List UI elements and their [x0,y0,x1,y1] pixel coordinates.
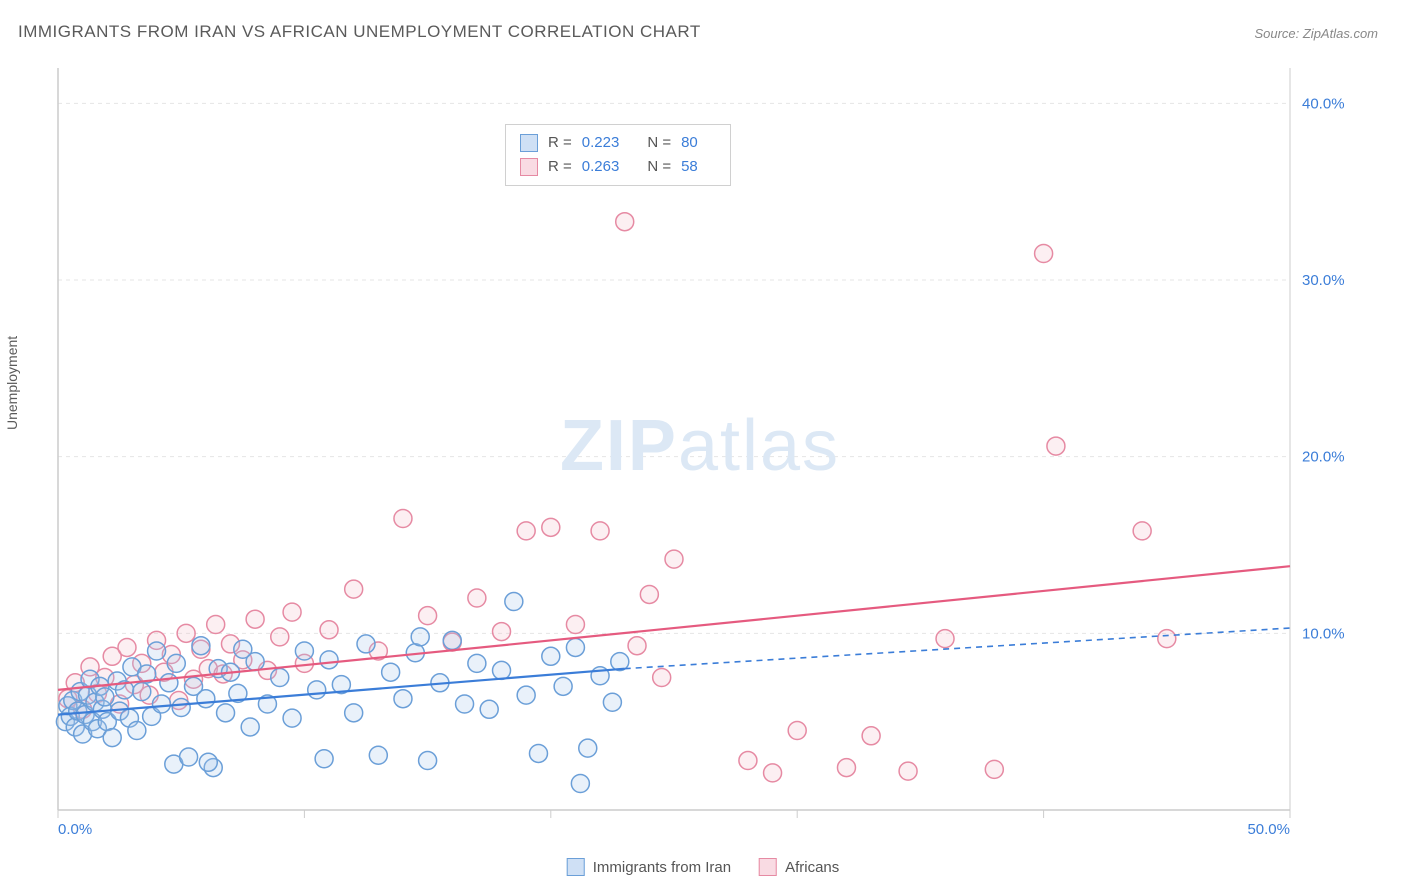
r-value-0: 0.223 [582,131,620,155]
legend-item-0: Immigrants from Iran [567,858,731,876]
y-axis-label: Unemployment [4,336,20,430]
legend-swatch-1 [759,858,777,876]
svg-text:20.0%: 20.0% [1302,449,1345,466]
swatch-series-0 [520,134,538,152]
legend-item-1: Africans [759,858,839,876]
swatch-series-1 [520,158,538,176]
legend-swatch-0 [567,858,585,876]
legend-label-0: Immigrants from Iran [593,859,731,876]
svg-text:50.0%: 50.0% [1247,821,1290,838]
plot-area: 10.0%20.0%30.0%40.0%0.0%50.0% ZIPatlas R… [50,60,1350,840]
r-label: R = [548,155,572,179]
svg-text:0.0%: 0.0% [58,821,92,838]
svg-text:40.0%: 40.0% [1302,95,1345,112]
stats-row-series-0: R = 0.223 N = 80 [520,131,716,155]
svg-text:10.0%: 10.0% [1302,625,1345,642]
n-label: N = [647,131,671,155]
bottom-legend: Immigrants from Iran Africans [567,858,840,876]
stats-row-series-1: R = 0.263 N = 58 [520,155,716,179]
r-label: R = [548,131,572,155]
r-value-1: 0.263 [582,155,620,179]
chart-title: IMMIGRANTS FROM IRAN VS AFRICAN UNEMPLOY… [18,22,701,42]
svg-text:30.0%: 30.0% [1302,272,1345,289]
legend-label-1: Africans [785,859,839,876]
source-label: Source: ZipAtlas.com [1254,26,1378,41]
n-value-1: 58 [681,155,698,179]
n-label: N = [647,155,671,179]
n-value-0: 80 [681,131,698,155]
stats-legend: R = 0.223 N = 80 R = 0.263 N = 58 [505,124,731,186]
